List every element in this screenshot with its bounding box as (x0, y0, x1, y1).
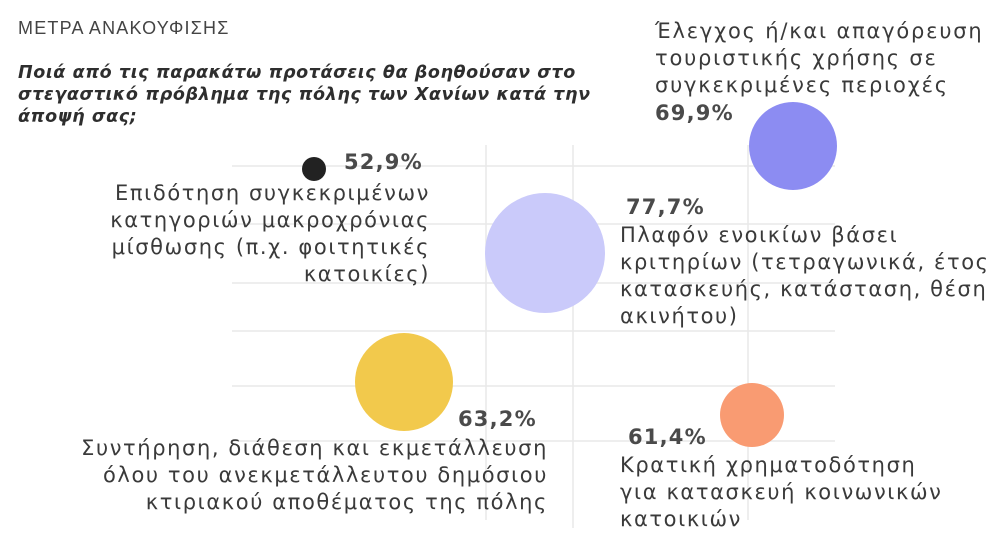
bubble-public-building-stock (355, 333, 453, 431)
bubble-social-housing-funding (720, 383, 784, 447)
value-rent-cap: 77,7% (626, 195, 705, 219)
question-title: Ποιά από τις παρακάτω προτάσεις θα βοηθο… (18, 63, 591, 127)
label-social-housing-funding: Κρατική χρηματοδότηση για κατασκευή κοιν… (620, 453, 943, 531)
label-public-building-stock: Συντήρηση, διάθεση και εκμετάλλευση όλου… (81, 436, 548, 514)
section-title: ΜΕΤΡΑ ΑΝΑΚΟΥΦΙΣΗΣ (18, 18, 230, 38)
bubble-tourism-restriction (749, 102, 837, 190)
label-tourism-restriction: Έλεγχος ή/και απαγόρευση τουριστικής χρή… (655, 19, 984, 97)
label-long-lease-subsidy: Επιδότηση συγκεκριμένων κατηγοριών μακρο… (110, 181, 430, 286)
value-tourism-restriction: 69,9% (655, 101, 734, 125)
bubbles (302, 102, 837, 447)
value-social-housing-funding: 61,4% (628, 425, 707, 449)
bubble-long-lease-subsidy (302, 157, 326, 181)
bubble-rent-cap (485, 193, 605, 313)
label-rent-cap: Πλαφόν ενοικίων βάσει κριτηρίων (τετραγω… (620, 223, 990, 328)
value-public-building-stock: 63,2% (458, 407, 537, 431)
value-long-lease-subsidy: 52,9% (344, 150, 423, 174)
